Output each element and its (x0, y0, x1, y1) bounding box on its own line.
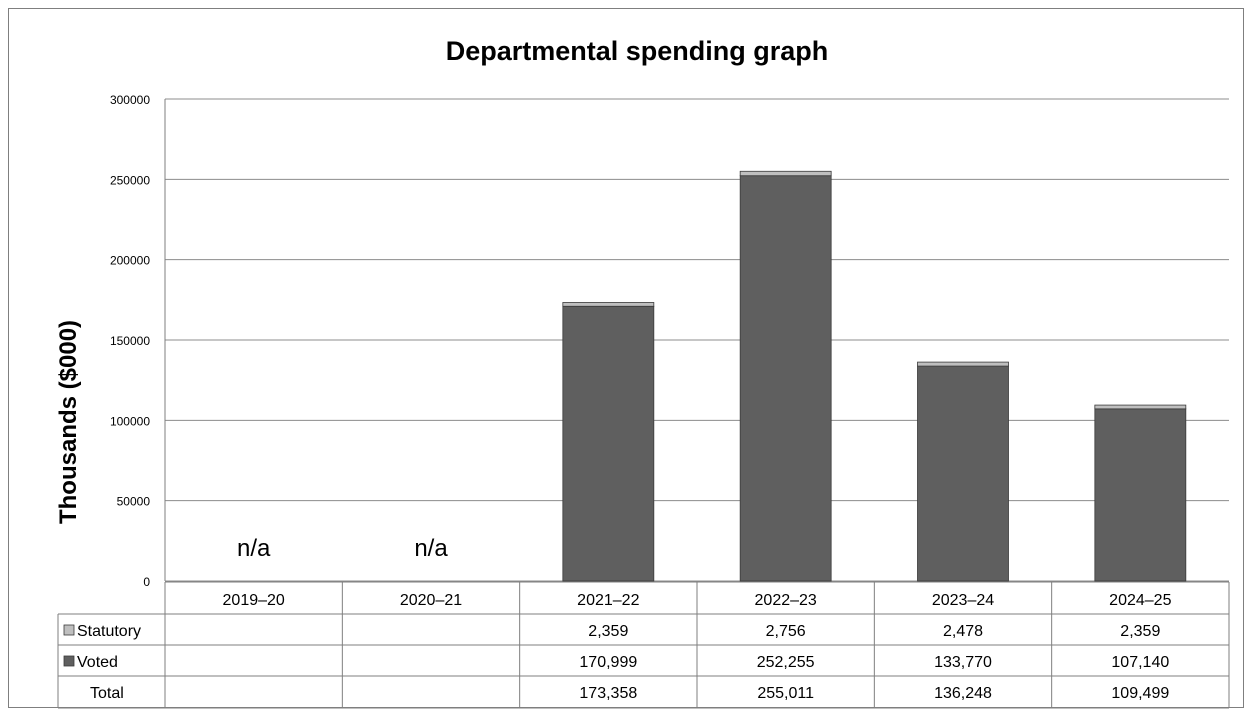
total-label: 255,011 (757, 685, 814, 702)
na-label: n/a (414, 535, 448, 562)
na-label: n/a (237, 535, 271, 562)
bar-statutory (562, 302, 655, 307)
legend-label-statutory: Statutory (77, 623, 141, 640)
total-label: 136,248 (934, 685, 992, 702)
total-row-label: Total (90, 685, 124, 702)
total-label: 109,499 (1111, 685, 1169, 702)
data-label: 133,770 (934, 654, 992, 671)
x-tick-label: 2023–24 (932, 592, 994, 609)
bar-voted (917, 365, 1009, 582)
data-label: 2,359 (588, 623, 628, 640)
data-label: 2,756 (766, 623, 806, 640)
data-label: 2,359 (1120, 623, 1160, 640)
data-label: 252,255 (757, 654, 815, 671)
bar-voted (1094, 408, 1187, 582)
y-axis-label: Thousands ($000) (55, 320, 82, 524)
y-tick-label: 250000 (110, 173, 150, 187)
gridlines (164, 98, 1229, 582)
bar-voted (562, 305, 655, 582)
x-tick-label: 2020–21 (400, 592, 462, 609)
x-tick-label: 2024–25 (1109, 592, 1171, 609)
bar-statutory (917, 361, 1009, 367)
legend-label-voted: Voted (77, 654, 118, 671)
y-tick-label: 100000 (110, 414, 150, 428)
y-tick-label: 0 (143, 575, 150, 589)
legend-swatch-voted (63, 655, 75, 667)
bar-statutory (739, 170, 832, 177)
data-label: 170,999 (579, 654, 637, 671)
bar-voted (739, 175, 832, 582)
x-tick-label: 2022–23 (755, 592, 817, 609)
legend-swatch-statutory (63, 624, 75, 636)
data-label: 2,478 (943, 623, 983, 640)
total-label: 173,358 (579, 685, 637, 702)
y-tick-label: 50000 (117, 495, 151, 509)
bar-statutory (1094, 404, 1187, 410)
chart-title: Departmental spending graph (446, 36, 829, 66)
y-tick-label: 300000 (110, 93, 150, 107)
x-tick-label: 2021–22 (577, 592, 639, 609)
y-tick-label: 200000 (110, 254, 150, 268)
y-tick-label: 150000 (110, 334, 150, 348)
bars: n/a n/a (237, 170, 1187, 582)
data-table: 2019–20 2020–21 2021–22 2022–23 2023–24 2024–… (57, 581, 1230, 709)
x-tick-label: 2019–20 (223, 592, 285, 609)
data-label: 107,140 (1111, 654, 1169, 671)
y-tick-labels: 0 50000 100000 150000 200000 250000 300000 (110, 93, 150, 589)
